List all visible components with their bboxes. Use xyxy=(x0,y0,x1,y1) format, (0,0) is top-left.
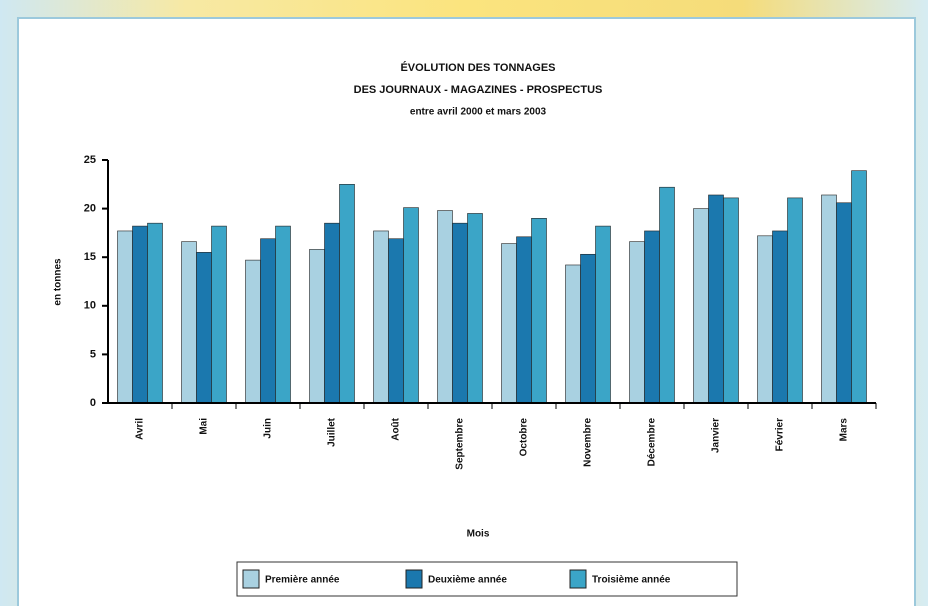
y-tick-label: 5 xyxy=(90,348,96,360)
bar xyxy=(309,249,325,404)
bar xyxy=(181,241,197,404)
bar xyxy=(693,208,709,404)
bar xyxy=(580,253,596,404)
y-tick-label: 15 xyxy=(84,251,96,263)
y-axis-label: en tonnes xyxy=(53,258,64,306)
bar xyxy=(324,222,340,404)
x-tick-label: Septembre xyxy=(455,418,466,470)
bar xyxy=(659,186,675,404)
y-tick-label: 0 xyxy=(90,397,96,409)
legend-swatch xyxy=(569,569,587,589)
bar xyxy=(787,197,803,404)
legend xyxy=(236,561,738,597)
bar xyxy=(275,225,291,404)
bar xyxy=(757,235,773,404)
legend-label: Troisième année xyxy=(592,575,671,586)
bar xyxy=(147,222,163,404)
bar xyxy=(531,218,547,404)
bar xyxy=(388,238,404,404)
bar xyxy=(836,202,852,404)
x-tick-label: Octobre xyxy=(519,418,530,457)
bar xyxy=(117,230,133,404)
bar xyxy=(245,259,261,404)
bar xyxy=(467,213,483,404)
bar xyxy=(565,264,581,404)
bar xyxy=(772,230,788,404)
x-tick-label: Juin xyxy=(263,418,274,439)
y-tick-label: 25 xyxy=(84,154,96,166)
bar xyxy=(629,241,645,404)
bar xyxy=(851,170,867,404)
bar xyxy=(516,236,532,404)
bar xyxy=(373,230,389,404)
x-tick-label: Mai xyxy=(199,418,210,435)
legend-label: Deuxième année xyxy=(428,575,507,586)
bar xyxy=(339,184,355,404)
x-tick-label: Février xyxy=(775,418,786,451)
x-tick-label: Avril xyxy=(135,418,146,440)
bar xyxy=(723,197,739,404)
bar xyxy=(452,222,468,404)
bar xyxy=(821,194,837,404)
bar xyxy=(437,210,453,404)
x-tick-label: Janvier xyxy=(711,418,722,453)
chart-title: DES JOURNAUX - MAGAZINES - PROSPECTUS xyxy=(354,84,603,96)
x-tick-label: Mars xyxy=(839,418,850,442)
bar xyxy=(132,225,148,404)
x-tick-label: Août xyxy=(391,417,402,440)
bar xyxy=(595,225,611,404)
x-tick-label: Juillet xyxy=(327,417,338,447)
bar xyxy=(211,225,227,404)
chart-title: ÉVOLUTION DES TONNAGES xyxy=(400,61,555,74)
bar xyxy=(501,243,517,404)
x-tick-label: Novembre xyxy=(583,418,594,467)
bar xyxy=(708,194,724,404)
bar xyxy=(196,252,212,404)
x-axis-label: Mois xyxy=(467,529,490,540)
legend-swatch xyxy=(405,569,423,589)
y-tick-label: 10 xyxy=(84,300,96,312)
bar xyxy=(260,238,276,404)
legend-swatch xyxy=(242,569,260,589)
x-tick-label: Décembre xyxy=(647,418,658,467)
bar xyxy=(403,207,419,404)
chart-subtitle: entre avril 2000 et mars 2003 xyxy=(410,107,547,118)
y-tick-label: 20 xyxy=(84,203,96,215)
bar xyxy=(644,230,660,404)
legend-label: Première année xyxy=(265,575,340,586)
